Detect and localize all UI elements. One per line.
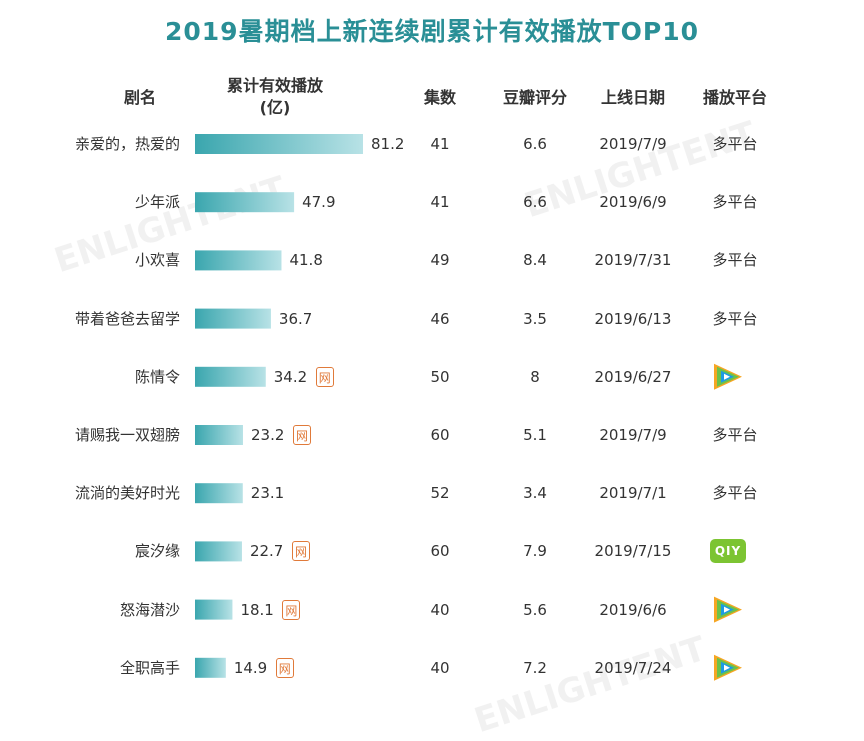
row-date: 2019/7/24 <box>594 658 672 677</box>
data-label: 18.1 <box>240 600 274 619</box>
row-episodes: 40 <box>430 600 450 619</box>
row-date: 2019/7/9 <box>599 135 667 153</box>
web-drama-badge: 网 <box>293 425 311 445</box>
row-douban: 5.6 <box>523 600 547 619</box>
row-date: 2019/7/9 <box>599 426 667 444</box>
header-name: 剧名 <box>123 88 156 107</box>
bar <box>195 366 266 387</box>
row-douban: 8 <box>530 367 540 386</box>
row-douban: 3.4 <box>523 484 547 503</box>
row-episodes: 49 <box>430 251 450 270</box>
bar <box>195 599 233 620</box>
row-date: 2019/6/6 <box>599 600 667 619</box>
bar <box>195 134 363 154</box>
iqiyi-icon: QIY <box>710 539 746 564</box>
row-name: 带着爸爸去留学 <box>74 309 180 328</box>
row-date: 2019/6/9 <box>599 193 667 212</box>
data-label: 47.9 <box>302 193 336 212</box>
chart-title: 2019暑期档上新连续剧累计有效播放TOP10 <box>165 17 699 46</box>
row-name: 陈情令 <box>134 367 180 386</box>
row-name: 请赐我一双翅膀 <box>74 426 180 444</box>
row-date: 2019/7/31 <box>594 251 672 270</box>
row-episodes: 46 <box>430 309 450 328</box>
web-drama-badge: 网 <box>315 366 334 387</box>
data-label: 81.2 <box>371 135 405 153</box>
tencent-video-icon <box>714 654 742 681</box>
row-douban: 7.9 <box>523 542 547 561</box>
row-name: 怒海潜沙 <box>119 600 180 619</box>
row-platform: 多平台 <box>712 135 758 153</box>
data-label: 41.8 <box>289 251 323 270</box>
bar <box>195 541 242 562</box>
bar <box>195 483 243 504</box>
header-douban: 豆瓣评分 <box>502 88 567 107</box>
bar <box>195 192 295 213</box>
row-episodes: 41 <box>430 135 450 153</box>
header-episodes: 集数 <box>423 88 456 107</box>
row-douban: 7.2 <box>523 658 547 677</box>
row-name: 少年派 <box>134 193 180 212</box>
bar <box>195 657 226 678</box>
row-douban: 3.5 <box>523 309 547 328</box>
header-play-line1: 累计有效播放 <box>226 76 323 95</box>
data-label: 36.7 <box>278 309 313 328</box>
row-name: 亲爱的，热爱的 <box>74 135 180 153</box>
bar-chart <box>195 134 742 681</box>
row-episodes: 50 <box>430 367 450 386</box>
bar <box>195 425 243 445</box>
data-label: 23.2 <box>251 426 285 444</box>
bar <box>195 250 282 271</box>
web-drama-badge: 网 <box>275 657 294 678</box>
web-drama-badge: 网 <box>282 599 301 620</box>
row-platform: 多平台 <box>712 309 758 328</box>
row-douban: 8.4 <box>523 251 547 270</box>
header-platform: 播放平台 <box>702 88 767 107</box>
data-label: 14.9 <box>233 658 268 677</box>
data-label: 34.2 <box>273 367 308 386</box>
row-episodes: 41 <box>430 193 450 212</box>
data-label: 23.1 <box>250 484 285 503</box>
row-date: 2019/6/13 <box>594 309 672 328</box>
row-date: 2019/7/15 <box>594 542 672 561</box>
header-date: 上线日期 <box>600 88 665 107</box>
row-platform: 多平台 <box>712 426 758 444</box>
row-platform: 多平台 <box>712 251 758 270</box>
row-platform: 多平台 <box>712 484 758 503</box>
row-name: 宸汐缘 <box>134 542 180 561</box>
row-douban: 6.6 <box>523 193 547 212</box>
row-episodes: 40 <box>430 658 450 677</box>
row-name: 流淌的美好时光 <box>74 484 180 503</box>
row-douban: 6.6 <box>523 135 547 153</box>
row-name: 全职高手 <box>119 658 180 677</box>
tencent-video-icon <box>714 363 742 390</box>
row-date: 2019/6/27 <box>594 367 672 386</box>
web-drama-badge: 网 <box>291 541 310 562</box>
header-play-line2: (亿) <box>259 98 291 117</box>
bar <box>195 308 271 329</box>
tencent-video-icon <box>714 596 742 623</box>
row-name: 小欢喜 <box>134 251 180 270</box>
row-date: 2019/7/1 <box>599 484 667 503</box>
row-episodes: 60 <box>430 426 450 444</box>
row-douban: 5.1 <box>523 426 547 444</box>
row-platform: 多平台 <box>712 193 758 212</box>
data-label: 22.7 <box>249 542 284 561</box>
row-episodes: 60 <box>430 542 450 561</box>
row-episodes: 52 <box>430 484 450 503</box>
